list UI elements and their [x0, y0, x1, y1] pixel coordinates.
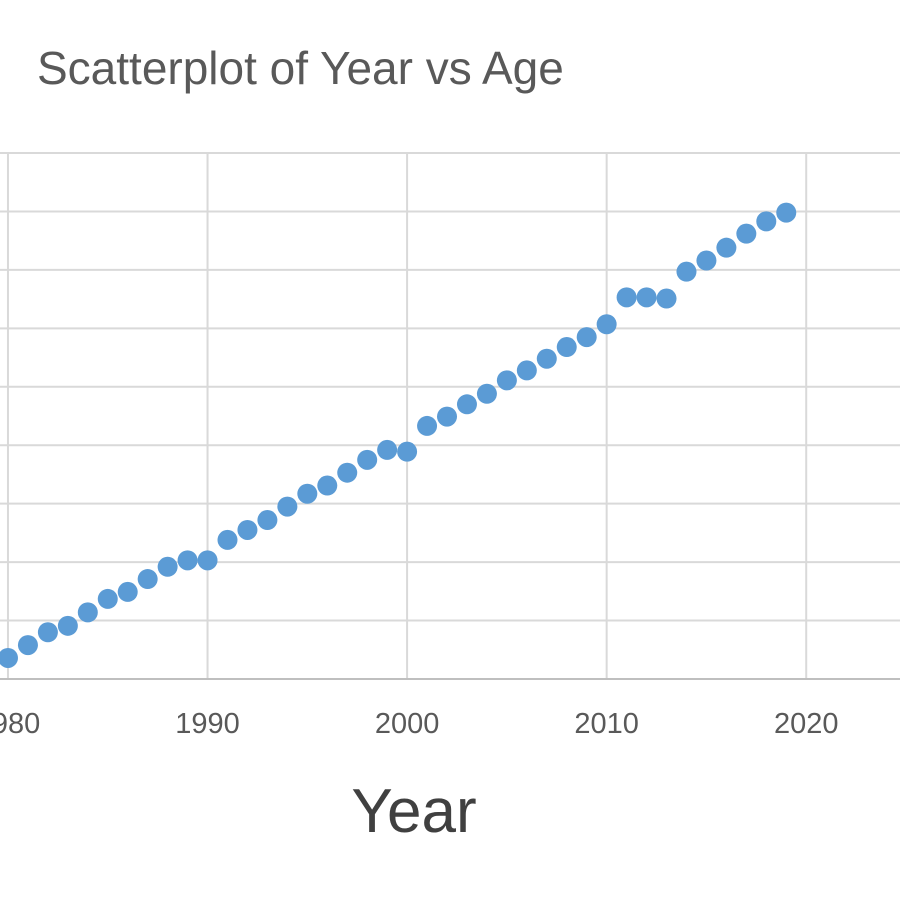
- data-point: [77, 602, 98, 623]
- data-point: [696, 250, 717, 271]
- data-point: [736, 223, 757, 244]
- data-point: [97, 588, 118, 609]
- data-point: [257, 510, 278, 531]
- data-point: [57, 615, 78, 636]
- data-point: [357, 449, 378, 470]
- data-point: [437, 406, 458, 427]
- data-point: [776, 202, 797, 223]
- data-point: [656, 288, 677, 309]
- x-tick-labels: 1980 1990 2000 2010 2020: [0, 708, 838, 740]
- data-point: [237, 519, 258, 540]
- x-tick-label: 2000: [375, 708, 440, 740]
- data-point: [636, 287, 657, 308]
- gridlines: [0, 152, 900, 680]
- data-point: [616, 287, 637, 308]
- data-point: [0, 647, 18, 668]
- x-axis-title: Year: [351, 777, 476, 846]
- data-point: [456, 394, 477, 415]
- x-tick-label: 1990: [175, 708, 240, 740]
- data-point: [516, 360, 537, 381]
- data-point: [716, 237, 737, 258]
- data-point: [217, 529, 238, 550]
- data-point: [297, 483, 318, 504]
- x-tick-label: 2020: [774, 708, 839, 740]
- data-point: [337, 462, 358, 483]
- data-point: [756, 211, 777, 232]
- data-point: [556, 337, 577, 358]
- data-point: [37, 622, 58, 643]
- data-point: [197, 550, 218, 571]
- x-tick-label: 2010: [574, 708, 639, 740]
- data-point: [476, 383, 497, 404]
- data-point: [17, 635, 38, 656]
- data-point: [596, 314, 617, 335]
- data-point: [177, 550, 198, 571]
- data-point: [377, 439, 398, 460]
- data-point: [676, 261, 697, 282]
- data-point: [157, 556, 178, 577]
- data-point: [317, 475, 338, 496]
- chart-title: Scatterplot of Year vs Age: [37, 42, 564, 94]
- data-point: [277, 496, 298, 517]
- data-point: [496, 370, 517, 391]
- data-point: [576, 327, 597, 348]
- x-tick-label: 1980: [0, 708, 40, 740]
- data-points: [0, 202, 797, 668]
- data-point: [536, 348, 557, 369]
- data-point: [137, 569, 158, 590]
- data-point: [397, 441, 418, 462]
- data-point: [417, 415, 438, 436]
- data-point: [117, 581, 138, 602]
